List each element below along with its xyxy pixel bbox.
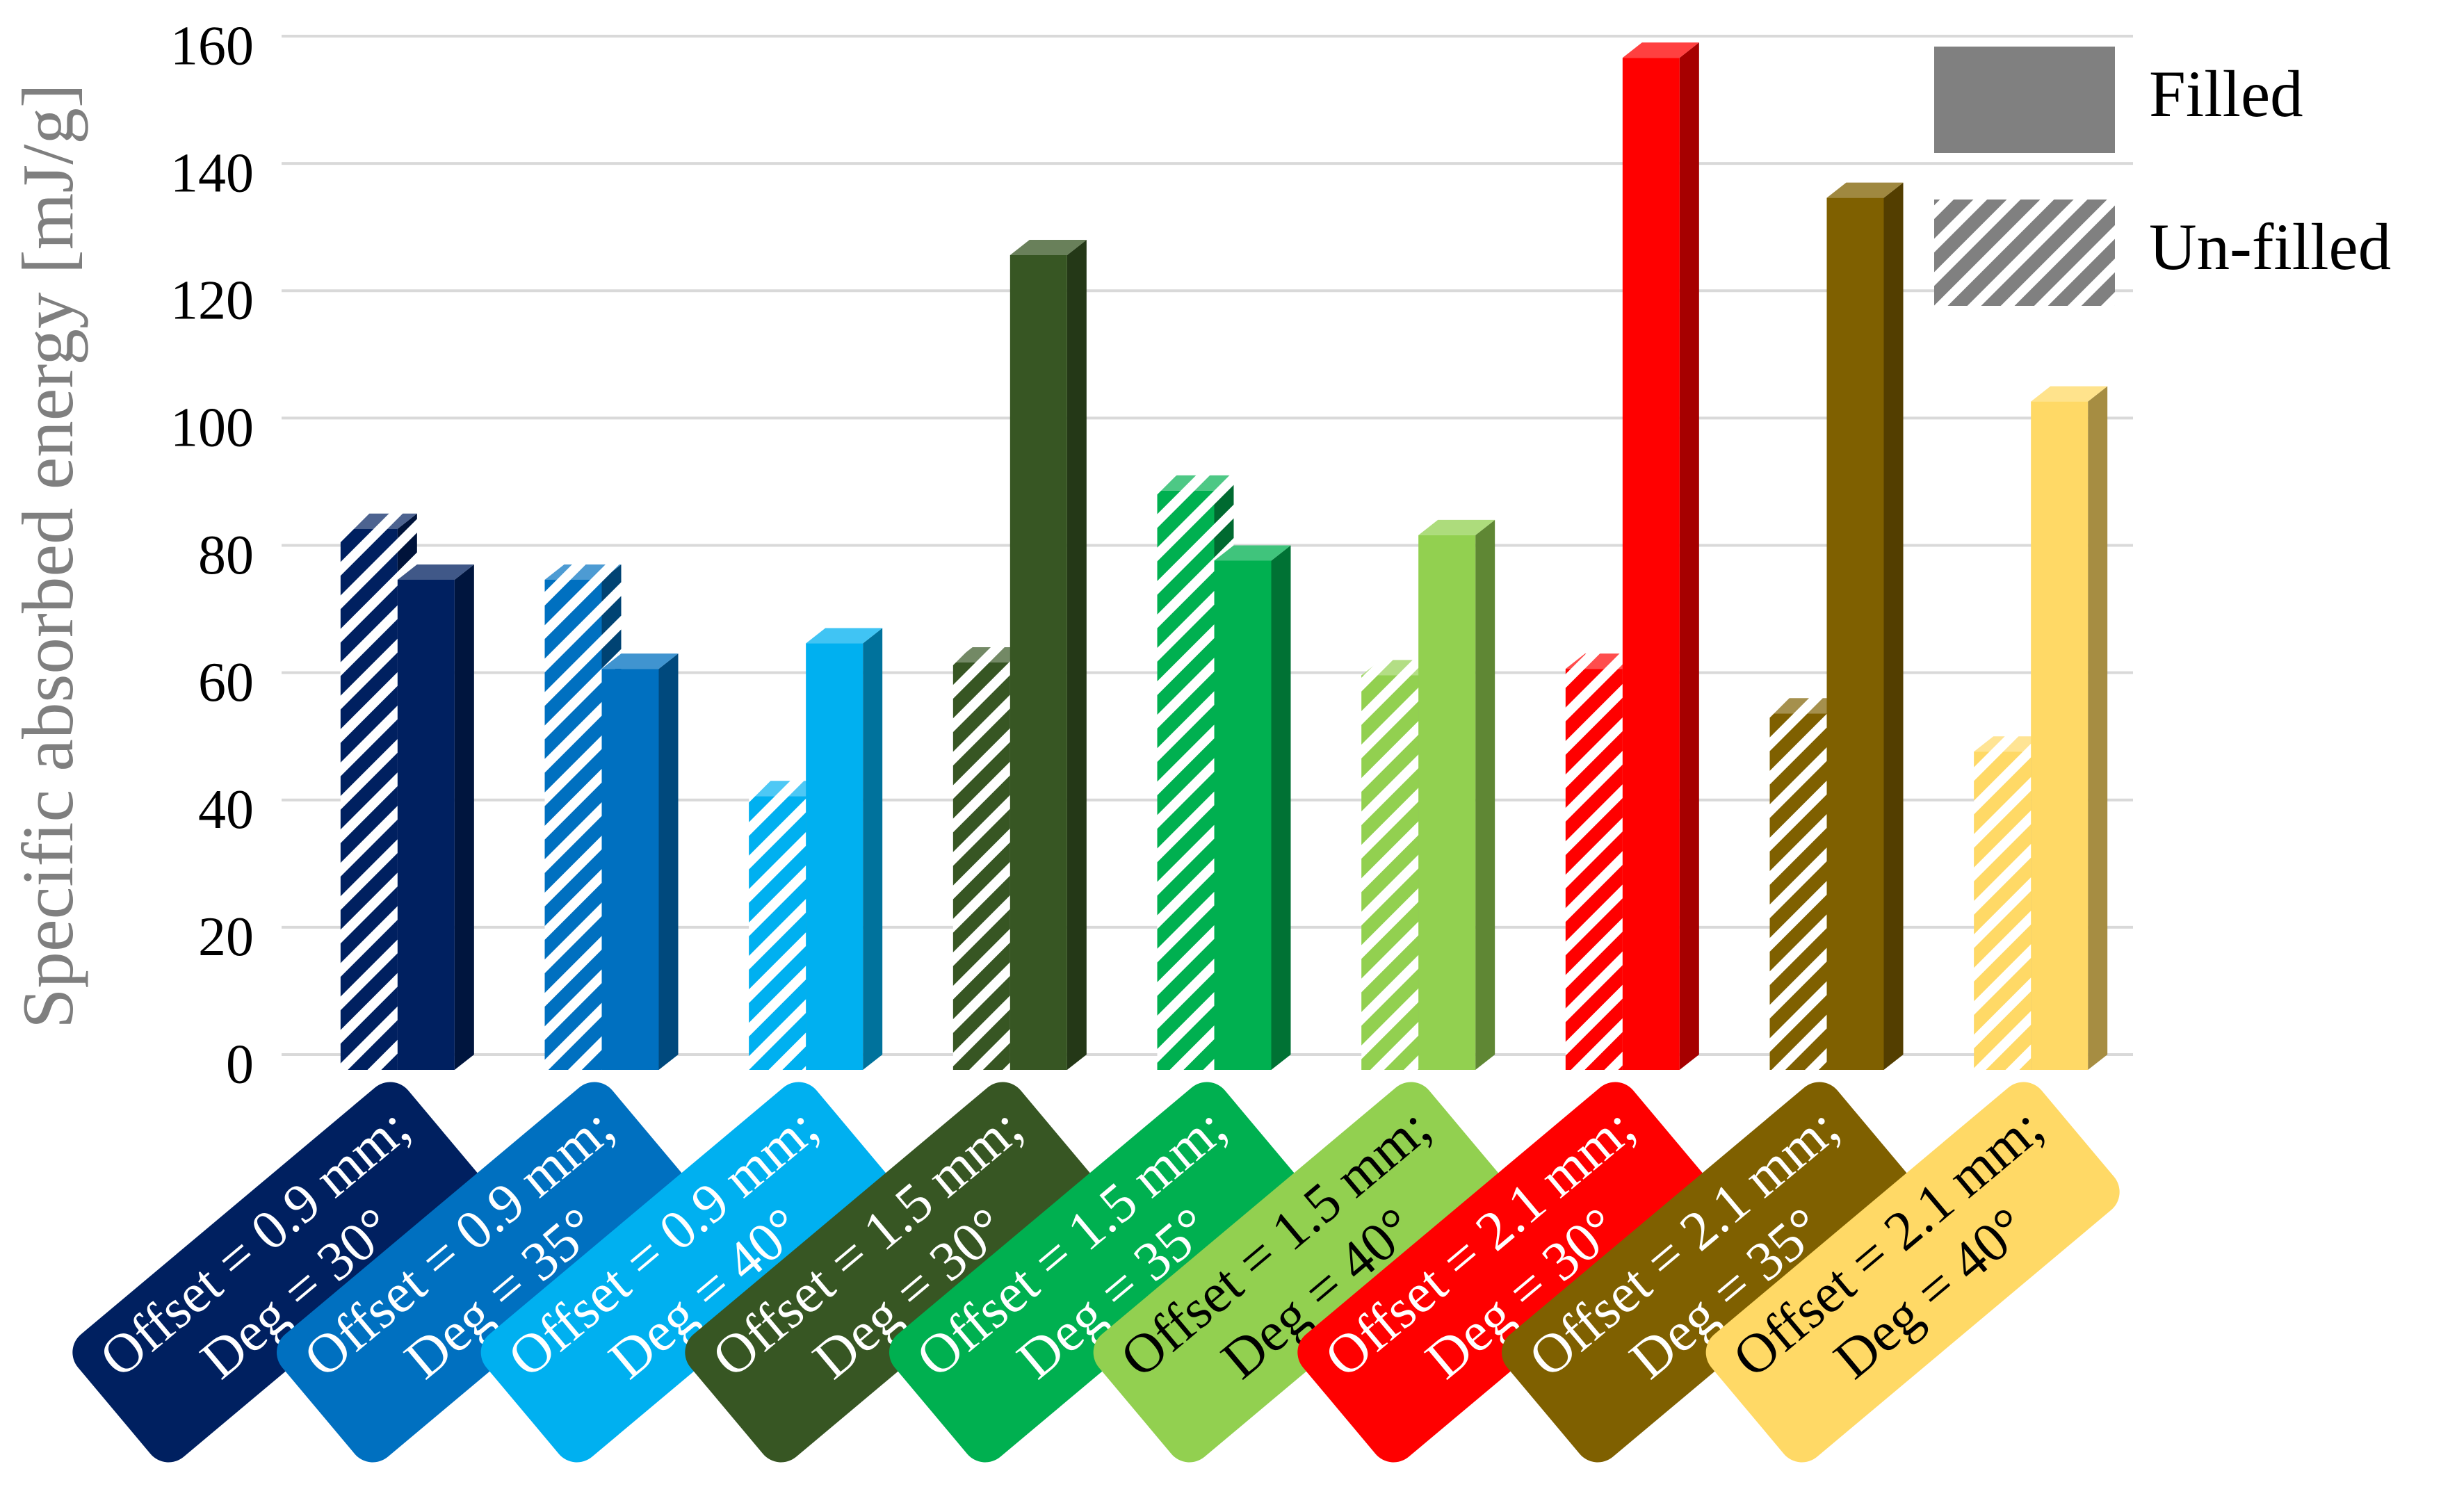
bar-front xyxy=(1565,669,1623,1070)
category-box xyxy=(72,1082,487,1463)
bar-front xyxy=(1157,490,1215,1070)
y-tick-label: 100 xyxy=(170,398,254,459)
y-tick-label: 80 xyxy=(198,525,254,586)
bar-top xyxy=(1826,182,1904,198)
category-box xyxy=(1093,1082,1507,1463)
bar-top xyxy=(806,628,883,644)
bar-front xyxy=(2031,401,2089,1070)
bar-front xyxy=(952,662,1010,1070)
bar xyxy=(1009,240,1087,1070)
bar-front xyxy=(806,643,863,1070)
category-box xyxy=(1297,1082,1712,1463)
bar xyxy=(397,564,474,1070)
bar-front xyxy=(1009,255,1067,1070)
bar-front xyxy=(1418,535,1476,1070)
bar-side xyxy=(2088,386,2108,1070)
y-tick-label: 160 xyxy=(170,15,254,76)
legend-label: Filled xyxy=(2149,57,2303,131)
bar-top xyxy=(1214,545,1291,561)
bar-side xyxy=(1883,182,1904,1070)
bar xyxy=(1418,519,1495,1070)
bar-front xyxy=(1622,58,1680,1070)
category-box xyxy=(889,1082,1303,1463)
bar-front xyxy=(1826,197,1884,1070)
bar xyxy=(806,628,883,1070)
y-tick-label: 0 xyxy=(226,1034,254,1095)
y-tick-label: 120 xyxy=(170,270,254,332)
bar-side xyxy=(863,628,883,1070)
y-tick-label: 40 xyxy=(198,779,254,840)
bar-front xyxy=(1974,751,2032,1070)
bar-front xyxy=(397,579,455,1070)
bar xyxy=(1622,42,1699,1070)
bar-top xyxy=(2031,386,2108,402)
bar-top xyxy=(544,564,622,580)
bar-front xyxy=(340,528,398,1070)
category-box xyxy=(685,1082,1099,1463)
bar-top xyxy=(1009,240,1087,255)
category-box xyxy=(1502,1082,1915,1463)
y-tick-label: 20 xyxy=(198,907,254,968)
y-tick-label: 140 xyxy=(170,143,254,204)
bar-top xyxy=(1418,519,1495,535)
category-box xyxy=(480,1082,895,1463)
bar-side xyxy=(1067,240,1087,1070)
bar-front xyxy=(1361,675,1419,1070)
bar xyxy=(1826,182,1904,1070)
bar-front xyxy=(544,579,602,1070)
bar xyxy=(2031,386,2108,1070)
legend-swatch xyxy=(1934,47,2115,153)
bar-top xyxy=(601,653,679,669)
bar-side xyxy=(454,564,474,1070)
bar-side xyxy=(658,653,679,1070)
bar-front xyxy=(601,669,659,1070)
bar-front xyxy=(1769,713,1827,1070)
legend-label: Un-filled xyxy=(2149,210,2391,284)
bar-top xyxy=(1622,42,1699,58)
bar-front xyxy=(1214,560,1272,1070)
y-axis-title: Specific absorbed energy [mJ/g] xyxy=(7,83,88,1029)
bar-top xyxy=(340,513,417,529)
bar xyxy=(601,653,679,1070)
bar-top xyxy=(397,564,474,580)
bar-side xyxy=(1679,42,1699,1070)
category-box xyxy=(277,1082,690,1463)
bar xyxy=(1214,545,1291,1070)
bar-top xyxy=(1157,475,1234,491)
y-tick-label: 60 xyxy=(198,652,254,713)
category-box xyxy=(1705,1082,2120,1463)
bar-side xyxy=(1271,545,1291,1070)
bar-front xyxy=(749,796,806,1070)
bar-side xyxy=(1475,519,1495,1070)
legend-swatch xyxy=(1934,200,2115,306)
